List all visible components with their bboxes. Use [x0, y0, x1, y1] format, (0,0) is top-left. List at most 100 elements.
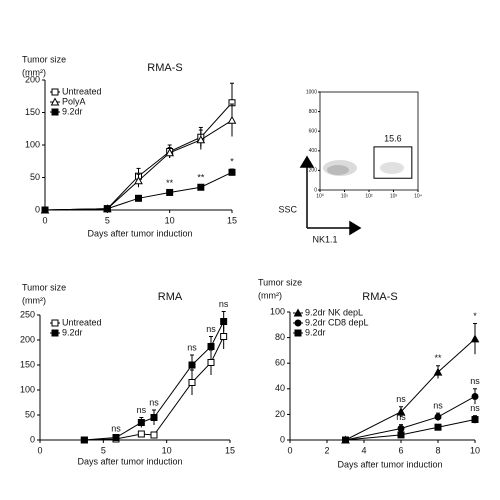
data-point [134, 176, 143, 185]
data-point [220, 318, 228, 325]
y-tick-label: 100 [270, 306, 285, 316]
x-tick-label: 6 [398, 445, 403, 455]
y-axis-label: Tumor size [22, 54, 66, 64]
data-point [80, 436, 88, 444]
data-point [227, 115, 237, 124]
x-tick-label: 10⁰ [316, 193, 324, 199]
x-tick-label: 2 [324, 445, 329, 455]
data-point [166, 188, 174, 196]
data-point [150, 431, 158, 439]
significance-label: ns [219, 299, 229, 309]
data-point [103, 205, 111, 213]
x-tick-label: 15 [227, 215, 237, 225]
legend-label: Untreated [62, 317, 102, 327]
significance-label: * [473, 311, 477, 321]
data-point [196, 135, 206, 144]
significance-label: ns [396, 394, 406, 404]
legend-label: 9.2dr [62, 106, 83, 116]
data-point [342, 436, 349, 444]
x-tick-label: 0 [37, 445, 42, 455]
data-point [188, 361, 196, 369]
data-point [207, 343, 215, 350]
significance-label: ns [149, 397, 159, 407]
legend-label: 9.2dr NK depL [305, 307, 363, 317]
data-point [471, 416, 479, 424]
y-tick-label: 800 [309, 109, 318, 115]
y-tick-label: 150 [25, 107, 40, 117]
y-axis-label: (mm²) [22, 67, 46, 77]
significance-label: ** [197, 173, 205, 183]
y-axis-label: Tumor size [258, 277, 302, 287]
data-point [41, 206, 49, 214]
legend-marker [50, 97, 60, 106]
y-tick-label: 0 [314, 187, 317, 193]
data-point [470, 334, 480, 343]
y-tick-label: 150 [20, 359, 35, 369]
data-point [165, 148, 175, 157]
y-tick-label: 50 [25, 409, 35, 419]
y-tick-label: 40 [275, 383, 285, 393]
data-point [397, 431, 405, 439]
y-axis-label: SSC [278, 204, 297, 214]
y-tick-label: 80 [275, 332, 285, 342]
significance-label: ns [187, 342, 197, 352]
y-tick-label: 200 [25, 74, 40, 84]
y-tick-label: 250 [20, 309, 35, 319]
y-tick-label: 100 [25, 139, 40, 149]
y-tick-label: 1000 [306, 89, 317, 95]
x-tick-label: 0 [287, 445, 292, 455]
data-point [220, 333, 228, 340]
y-axis-label: (mm²) [258, 290, 282, 300]
significance-label: ns [396, 412, 406, 422]
chart-title: RMA-S [362, 291, 397, 303]
significance-label: ns [470, 403, 480, 413]
data-point [112, 434, 120, 441]
significance-label: ns [111, 423, 121, 433]
data-point [471, 392, 479, 400]
gate [373, 146, 413, 179]
data-point [434, 413, 442, 421]
y-tick-label: 50 [30, 172, 40, 182]
data-point [197, 183, 205, 191]
data-point [396, 407, 406, 416]
legend-marker [294, 319, 302, 327]
legend-marker [51, 88, 59, 96]
flow-cloud [323, 160, 404, 176]
x-tick-label: 10 [162, 445, 172, 455]
x-tick-label: 5 [101, 445, 106, 455]
series-line [345, 419, 476, 441]
y-tick-label: 0 [35, 204, 40, 214]
x-axis-label: Days after tumor induction [77, 456, 182, 466]
y-tick-label: 60 [275, 358, 285, 368]
data-point [434, 423, 442, 431]
x-tick-label: 15 [225, 445, 235, 455]
data-point [228, 168, 236, 176]
data-point [207, 359, 215, 366]
x-tick-label: 10³ [390, 193, 398, 199]
data-point [397, 424, 405, 432]
legend-marker [293, 308, 303, 317]
legend-label: 9.2dr [62, 327, 83, 337]
x-tick-label: 4 [361, 445, 366, 455]
x-axis-label: NK1.1 [312, 234, 337, 244]
x-tick-label: 10⁴ [414, 193, 422, 199]
significance-label: ns [206, 324, 216, 334]
legend-label: Untreated [62, 86, 102, 96]
legend-marker [294, 329, 302, 337]
y-tick-label: 600 [309, 129, 318, 135]
legend-label: 9.2dr CD8 depL [305, 317, 369, 327]
x-tick-label: 10 [165, 215, 175, 225]
legend-marker [51, 319, 59, 327]
legend-label: 9.2dr [305, 327, 326, 337]
legend-marker [51, 329, 59, 337]
y-axis-label: Tumor size [22, 282, 66, 292]
x-tick-label: 8 [435, 445, 440, 455]
significance-label: * [230, 156, 234, 166]
y-tick-label: 400 [309, 148, 318, 154]
y-tick-label: 200 [20, 334, 35, 344]
x-tick-label: 10² [365, 193, 373, 199]
x-tick-label: 10 [470, 445, 480, 455]
x-tick-label: 5 [105, 215, 110, 225]
y-tick-label: 100 [20, 384, 35, 394]
